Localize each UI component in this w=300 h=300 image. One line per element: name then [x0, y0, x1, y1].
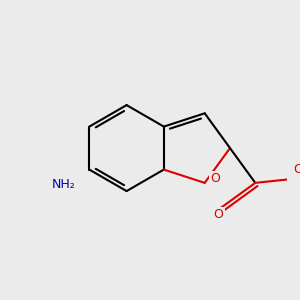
- Text: O: O: [293, 163, 300, 176]
- Text: O: O: [213, 208, 223, 221]
- Text: O: O: [211, 172, 220, 185]
- Text: NH₂: NH₂: [51, 178, 75, 191]
